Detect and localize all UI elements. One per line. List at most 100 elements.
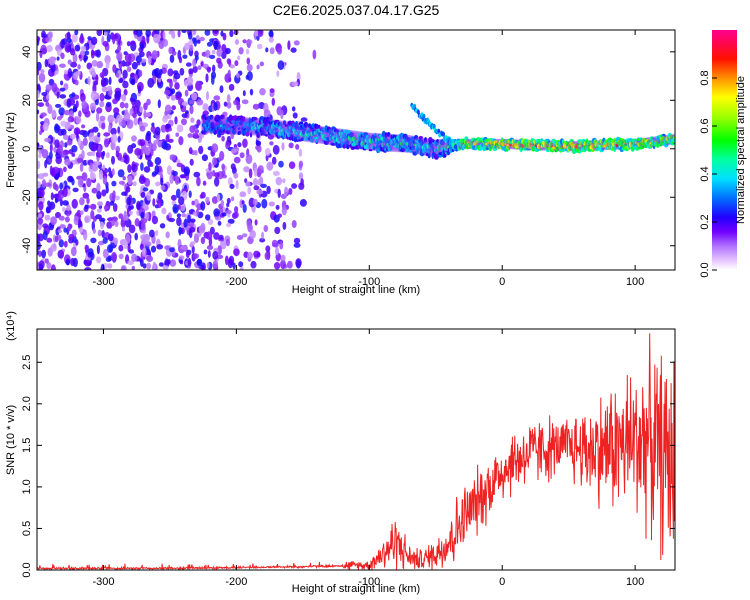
spectrogram-cell <box>75 70 81 76</box>
spectrogram-cell <box>261 231 265 240</box>
spectrogram-cell <box>142 187 149 192</box>
spectrogram-cell <box>234 39 240 45</box>
spectrogram-cell <box>38 153 42 159</box>
spectrogram-cell <box>256 43 263 50</box>
spectrogram-cell <box>108 233 114 242</box>
snr-frame <box>36 328 676 571</box>
spectrogram-cell <box>99 115 106 122</box>
spectrogram-band <box>200 102 675 160</box>
spectrogram-cell <box>178 196 185 206</box>
spectrogram-cell <box>41 149 49 159</box>
spectrogram-cell <box>54 198 59 204</box>
spectrogram-cell <box>164 110 168 116</box>
spectrogram-cell <box>171 105 176 111</box>
spectrogram-cell <box>287 260 293 269</box>
spectrogram-cell <box>37 102 45 107</box>
spectrogram-cell <box>257 165 264 174</box>
spectrogram-cell <box>192 132 199 137</box>
spectrogram-cell <box>193 171 201 178</box>
spectrogram-cell <box>38 72 46 83</box>
spectrogram-cell <box>381 142 384 148</box>
spectrogram-cell <box>194 129 200 134</box>
spectrogram-cell <box>50 216 57 226</box>
spectrogram-cell <box>102 248 109 259</box>
spectrogram-cell <box>78 226 84 233</box>
spectrogram-cell <box>72 187 79 193</box>
spectrogram-cell <box>53 146 57 153</box>
spectrogram-cell <box>96 61 104 69</box>
spectrogram-cell <box>241 99 249 105</box>
spectrogram-cell <box>71 33 78 43</box>
spectrogram-cell <box>213 232 220 240</box>
spectrogram-cell <box>69 133 77 140</box>
spectrogram-cell <box>242 203 247 213</box>
spectrogram-cell <box>298 160 304 168</box>
spectrogram-cell <box>146 255 154 262</box>
spectrogram-cell <box>237 127 241 130</box>
spectrogram-cell <box>223 101 228 107</box>
spectrogram-cell <box>101 86 108 93</box>
spectrogram-cell <box>253 178 258 187</box>
spectrogram-cell <box>431 146 435 152</box>
spectrogram-cell <box>77 178 84 188</box>
spectrogram-cell <box>168 217 176 223</box>
spectrogram-cell <box>183 166 190 177</box>
spectrogram-cell <box>97 132 101 138</box>
spectrogram-cell <box>147 55 152 65</box>
spectrogram-cell <box>70 257 76 267</box>
spectrogram-cell <box>192 58 197 68</box>
spectrogram-cell <box>271 239 278 247</box>
spectrogram-cell <box>189 44 194 52</box>
colorbar: 0.0 0.2 0.4 0.6 0.8 Normalized spectral ampl… <box>699 30 747 278</box>
spectrogram-cell <box>48 56 56 66</box>
top-y-axis-label: Frequency (Hz) <box>5 112 17 188</box>
spectrogram-cell <box>132 112 137 119</box>
spectrogram-cell <box>193 37 197 47</box>
spectrogram-cell <box>102 175 108 185</box>
spectrogram-cell <box>124 53 132 63</box>
spectrogram-cell <box>189 104 194 115</box>
spectrogram-cell <box>162 265 169 270</box>
spectrogram-cell <box>160 177 164 186</box>
spectrogram-cell <box>105 152 110 159</box>
spectrogram-cell <box>444 144 448 150</box>
spectrogram-cell <box>211 49 216 55</box>
spectrogram-cell <box>137 85 142 94</box>
spectrogram-cell <box>271 156 277 165</box>
colorbar-tick-label: 0.4 <box>699 166 711 181</box>
spectrogram-cell <box>51 82 58 93</box>
spectrogram-cell <box>77 138 81 146</box>
spectrogram-cell <box>78 110 82 118</box>
spectrogram-cell <box>265 47 269 53</box>
spectrogram-cell <box>80 210 84 215</box>
spectrogram-cell <box>169 174 174 185</box>
spectrogram-cell <box>59 249 64 258</box>
spectrogram-cell <box>109 200 115 206</box>
spectrogram-cell <box>354 145 361 150</box>
x-tick-label: 0 <box>499 576 505 588</box>
spectrogram-cell <box>142 247 147 257</box>
spectrogram-cell <box>138 69 143 77</box>
spectrogram-cell <box>318 124 321 129</box>
spectrogram-cell <box>116 53 123 62</box>
spectrogram-cell <box>123 239 128 250</box>
spectrogram-cell <box>292 112 298 119</box>
spectrogram-cell <box>263 225 269 232</box>
spectrogram-cell <box>140 191 146 198</box>
spectrogram-cell <box>99 101 105 108</box>
spectrogram-cell <box>54 139 60 149</box>
spectrogram-cell <box>51 109 57 119</box>
spectrogram-cell <box>89 172 96 181</box>
spectrogram-cell <box>211 196 219 204</box>
spectrogram-cell <box>219 114 225 120</box>
spectrogram-cell <box>123 111 131 122</box>
spectrogram-cell <box>45 37 50 43</box>
spectrogram-cell <box>61 128 67 136</box>
spectrogram-cell <box>96 112 100 122</box>
spectrogram-cell <box>124 102 129 109</box>
spectrogram-cell <box>194 149 198 156</box>
spectrogram-cell <box>263 109 271 119</box>
spectrogram-cell <box>151 50 158 60</box>
x-tick-label: -300 <box>92 276 114 288</box>
